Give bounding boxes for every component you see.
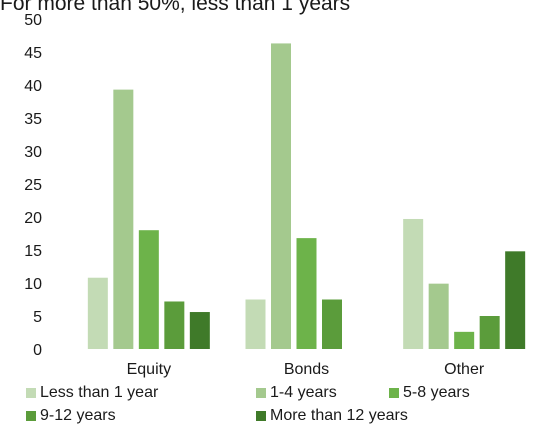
- x-tick-label: Bonds: [284, 361, 329, 378]
- y-axis: 0 5 10 15 20 25 30 35 40 45 50: [24, 12, 42, 359]
- bar: [403, 218, 424, 349]
- bar: [245, 299, 266, 349]
- bars: [87, 43, 526, 350]
- x-axis: Equity Bonds Other: [127, 361, 485, 378]
- y-tick-label: 45: [24, 45, 42, 62]
- bar: [428, 283, 449, 349]
- bar: [505, 251, 526, 349]
- bar: [322, 299, 342, 349]
- y-tick-label: 20: [24, 210, 42, 227]
- bar: [296, 238, 317, 349]
- y-tick-label: 25: [24, 177, 42, 194]
- bar: [271, 43, 291, 350]
- y-tick-label: 10: [24, 276, 42, 293]
- bar: [113, 89, 134, 350]
- bar: [454, 331, 475, 349]
- y-tick-label: 35: [24, 111, 42, 128]
- bar: [138, 230, 159, 349]
- x-tick-label: Equity: [127, 361, 171, 378]
- x-tick-label: Other: [444, 361, 485, 378]
- bar: [189, 312, 210, 349]
- y-tick-label: 50: [24, 12, 42, 29]
- bar: [87, 277, 108, 349]
- y-tick-label: 15: [24, 243, 42, 260]
- chart-title: For more than 50%, less than 1 years: [0, 0, 351, 15]
- y-tick-label: 0: [33, 342, 42, 359]
- y-tick-label: 5: [33, 309, 42, 326]
- bar: [164, 301, 185, 349]
- bar: [479, 316, 500, 349]
- y-tick-label: 40: [24, 78, 42, 95]
- y-tick-label: 30: [24, 144, 42, 161]
